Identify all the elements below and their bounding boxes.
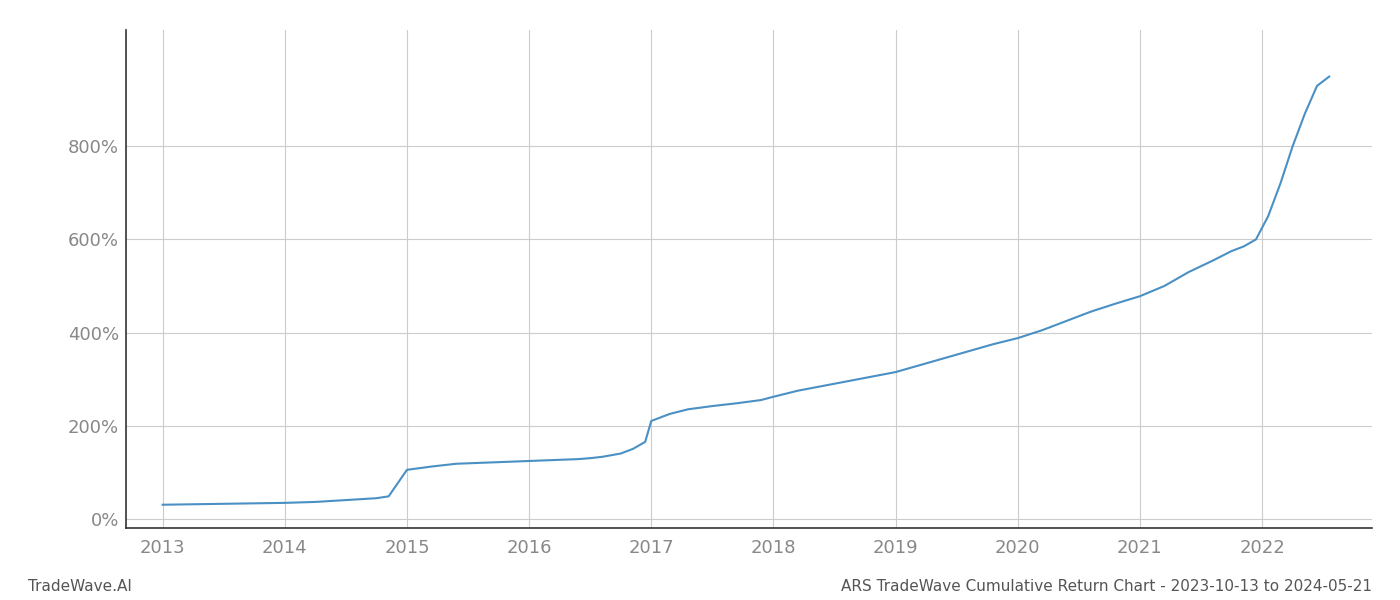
Text: TradeWave.AI: TradeWave.AI: [28, 579, 132, 594]
Text: ARS TradeWave Cumulative Return Chart - 2023-10-13 to 2024-05-21: ARS TradeWave Cumulative Return Chart - …: [841, 579, 1372, 594]
